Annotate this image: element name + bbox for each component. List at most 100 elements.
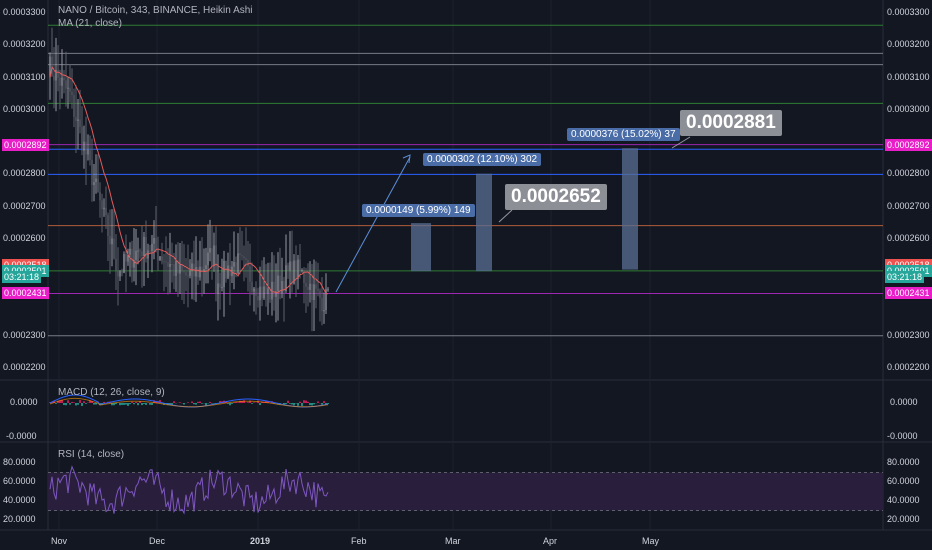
candle-body — [123, 254, 125, 273]
macd-histogram-bar — [125, 403, 127, 405]
macd-histogram-bar — [311, 403, 313, 406]
macd-signal-line — [49, 397, 329, 408]
candle-body — [149, 250, 151, 252]
move2-callout[interactable]: 0.0000302 (12.10%) 302 — [423, 153, 542, 166]
price-tick-left: 0.0002800 — [3, 168, 46, 179]
macd-histogram-bar — [171, 403, 173, 405]
candle-body — [245, 258, 247, 260]
macd-histogram-bar — [129, 403, 131, 405]
macd-histogram-bar — [115, 403, 117, 405]
macd-histogram-bar — [91, 401, 93, 403]
candle-body — [241, 255, 243, 257]
rsi-tick-right: 40.0000 — [887, 495, 920, 505]
candle-body — [265, 286, 267, 294]
candle-body — [117, 270, 119, 277]
candle-body — [107, 215, 109, 237]
candle-body — [167, 262, 169, 267]
price-tag-right: 0.0002892 — [885, 138, 932, 151]
macd-histogram-bar — [293, 403, 295, 406]
macd-histogram-bar — [135, 401, 137, 403]
candle-body — [145, 236, 147, 259]
macd-histogram-bar — [307, 401, 309, 403]
price-tick-left: 0.0003100 — [3, 71, 46, 82]
macd-histogram-bar — [201, 403, 203, 404]
move1-callout[interactable]: 0.0000149 (5.99%) 149 — [362, 204, 475, 217]
price-tick-right: 0.0002800 — [887, 168, 930, 179]
price-tick-left: 0.0002600 — [3, 232, 46, 243]
macd-histogram-bar — [143, 403, 145, 404]
price-tick-right: 0.0003100 — [887, 71, 930, 82]
candle-body — [73, 95, 75, 118]
macd-histogram-bar — [119, 403, 121, 406]
macd-histogram-bar — [121, 403, 123, 405]
candle-body — [121, 271, 123, 273]
macd-histogram-bar — [285, 403, 287, 405]
price-tick-left: 0.0003000 — [3, 103, 46, 114]
macd-tick-left: -0.0000 — [6, 431, 37, 441]
candle-body — [273, 281, 275, 297]
macd-histogram-bar — [187, 402, 189, 403]
candle-body — [203, 269, 205, 271]
macd-histogram-bar — [141, 403, 143, 406]
macd-histogram-bar — [179, 402, 181, 403]
candle-body — [283, 280, 285, 292]
candle-body — [301, 270, 303, 272]
macd-histogram-bar — [63, 403, 65, 406]
candle-body — [93, 182, 95, 185]
macd-histogram-bar — [197, 401, 199, 403]
candle-body — [135, 250, 137, 261]
rsi-tick-left: 20.0000 — [3, 514, 36, 524]
candle-body — [103, 207, 105, 210]
macd-histogram-bar — [321, 403, 323, 405]
candle-body — [303, 270, 305, 284]
macd-tick-right: 0.0000 — [890, 397, 918, 407]
price-tick-right: 0.0002600 — [887, 232, 930, 243]
candle-body — [259, 286, 261, 301]
candle-body — [185, 272, 187, 276]
candle-body — [263, 286, 265, 299]
candle-body — [85, 141, 87, 155]
macd-histogram-bar — [325, 403, 327, 405]
macd-histogram-bar — [305, 400, 307, 403]
candle-body — [247, 259, 249, 267]
candle-body — [143, 236, 145, 257]
candle-body — [213, 245, 215, 266]
macd-histogram-bar — [113, 403, 115, 406]
macd-histogram-bar — [151, 403, 153, 405]
macd-histogram-bar — [283, 403, 285, 406]
target2-callout[interactable]: 0.0002652 — [505, 184, 607, 210]
candle-body — [305, 283, 307, 287]
candle-body — [251, 281, 253, 292]
candle-body — [181, 264, 183, 272]
candle-body — [77, 119, 79, 121]
time-tick: Feb — [351, 536, 367, 546]
candle-body — [255, 288, 257, 296]
macd-histogram-bar — [89, 400, 91, 403]
candle-body — [313, 284, 315, 301]
rsi-tick-right: 60.0000 — [887, 476, 920, 486]
target3-callout[interactable]: 0.0002881 — [680, 110, 782, 136]
macd-histogram-bar — [55, 403, 57, 404]
price-tag-left: 0.0002892 — [2, 138, 49, 151]
price-tick-left: 0.0003300 — [3, 7, 46, 17]
candle-body — [49, 56, 51, 78]
candle-body — [289, 261, 291, 271]
candle-body — [53, 75, 55, 81]
macd-histogram-bar — [71, 401, 73, 403]
candle-body — [129, 248, 131, 255]
candle-body — [307, 286, 309, 290]
candle-body — [323, 310, 325, 312]
candle-body — [277, 275, 279, 292]
macd-histogram-bar — [123, 403, 125, 405]
price-tick-right: 0.0003000 — [887, 103, 930, 114]
move3-callout[interactable]: 0.0000376 (15.02%) 37 — [567, 128, 680, 141]
rsi-legend: RSI (14, close) — [58, 449, 125, 460]
candle-body — [57, 69, 59, 78]
candle-body — [91, 160, 93, 185]
price-tag-right: 03:21:18 — [885, 271, 925, 284]
macd-histogram-bar — [249, 400, 251, 403]
macd-histogram-bar — [59, 400, 61, 403]
candle-body — [201, 266, 203, 271]
macd-histogram-bar — [267, 401, 269, 403]
